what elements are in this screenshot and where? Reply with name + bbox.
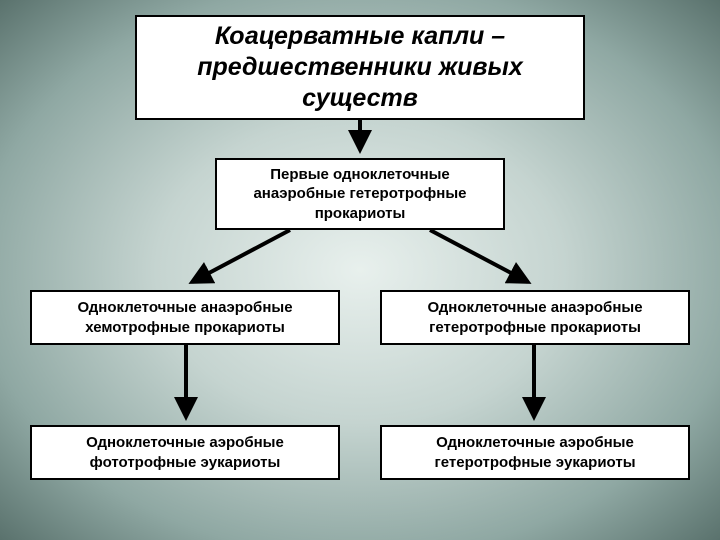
title-box: Коацерватные капли – предшественники жив… bbox=[135, 15, 585, 120]
level3-left-text: Одноклеточные аэробные фототрофные эукар… bbox=[42, 433, 328, 472]
level3-left-box: Одноклеточные аэробные фототрофные эукар… bbox=[30, 425, 340, 480]
title-text: Коацерватные капли – предшественники жив… bbox=[147, 21, 573, 115]
level2-right-box: Одноклеточные анаэробные гетеротрофные п… bbox=[380, 290, 690, 345]
level3-right-box: Одноклеточные аэробные гетеротрофные эук… bbox=[380, 425, 690, 480]
level1-text: Первые одноклеточные анаэробные гетеротр… bbox=[227, 165, 493, 224]
level2-right-text: Одноклеточные анаэробные гетеротрофные п… bbox=[392, 298, 678, 337]
arrow-3 bbox=[430, 230, 528, 282]
level3-right-text: Одноклеточные аэробные гетеротрофные эук… bbox=[392, 433, 678, 472]
level2-left-text: Одноклеточные анаэробные хемотрофные про… bbox=[42, 298, 328, 337]
arrow-2 bbox=[192, 230, 290, 282]
level1-box: Первые одноклеточные анаэробные гетеротр… bbox=[215, 158, 505, 230]
level2-left-box: Одноклеточные анаэробные хемотрофные про… bbox=[30, 290, 340, 345]
